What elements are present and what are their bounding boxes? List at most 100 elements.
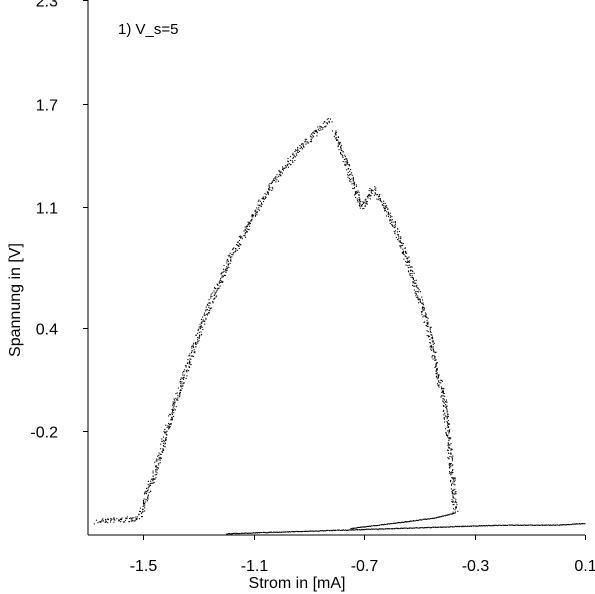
data-point — [356, 191, 358, 193]
data-point — [431, 517, 433, 519]
data-point — [441, 379, 443, 381]
data-point — [156, 460, 158, 462]
data-point — [454, 484, 456, 486]
data-point — [446, 411, 448, 413]
data-point — [224, 269, 226, 271]
data-point — [376, 525, 378, 527]
data-point — [277, 531, 279, 533]
data-point — [253, 532, 255, 534]
data-point — [429, 331, 431, 333]
data-point — [148, 486, 150, 488]
data-point — [335, 530, 337, 532]
data-point — [435, 363, 437, 365]
data-point — [344, 156, 346, 158]
data-point — [239, 235, 241, 237]
data-point — [194, 351, 196, 353]
data-point — [379, 198, 381, 200]
data-point — [388, 214, 390, 216]
data-point — [352, 176, 354, 178]
data-point — [311, 530, 313, 532]
data-point — [555, 524, 557, 526]
data-point — [237, 533, 239, 535]
data-point — [430, 332, 432, 334]
data-point — [336, 140, 338, 142]
data-point — [131, 518, 133, 520]
data-point — [269, 187, 271, 189]
data-point — [448, 452, 450, 454]
data-point — [446, 405, 448, 407]
data-point — [150, 478, 152, 480]
data-point — [152, 480, 154, 482]
data-point — [198, 331, 200, 333]
data-point — [495, 524, 497, 526]
data-point — [449, 463, 451, 465]
data-point — [168, 422, 170, 424]
data-point — [370, 189, 372, 191]
data-point — [488, 524, 490, 526]
data-point — [416, 296, 418, 298]
data-point — [167, 425, 169, 427]
data-point — [313, 130, 315, 132]
data-point — [562, 524, 564, 526]
data-point — [378, 195, 380, 197]
data-point — [451, 526, 453, 528]
data-point — [447, 446, 449, 448]
data-point — [181, 383, 183, 385]
data-point — [385, 528, 387, 530]
data-point — [430, 345, 432, 347]
data-point — [101, 519, 103, 521]
data-point — [346, 158, 348, 160]
data-point — [162, 448, 164, 450]
data-point — [139, 510, 141, 512]
data-point — [454, 488, 456, 490]
data-point — [334, 529, 336, 531]
data-point — [183, 383, 185, 385]
data-point — [197, 341, 199, 343]
data-point — [147, 495, 149, 497]
data-point — [424, 315, 426, 317]
data-point — [391, 216, 393, 218]
data-point — [323, 530, 325, 532]
data-point — [148, 491, 150, 493]
data-point — [370, 195, 372, 197]
data-point — [264, 197, 266, 199]
data-point — [340, 153, 342, 155]
data-point — [445, 526, 447, 528]
data-point — [360, 205, 362, 207]
data-point — [191, 355, 193, 357]
data-point — [450, 448, 452, 450]
data-point — [378, 528, 380, 530]
data-point — [367, 525, 369, 527]
data-point — [161, 438, 163, 440]
data-point — [276, 531, 278, 533]
data-point — [155, 469, 157, 471]
data-point — [391, 528, 393, 530]
data-point — [238, 240, 240, 242]
data-point — [174, 409, 176, 411]
data-point — [143, 502, 145, 504]
data-point — [468, 525, 470, 527]
data-point — [550, 524, 552, 526]
data-point — [561, 524, 563, 526]
data-point — [116, 518, 118, 520]
data-point — [147, 497, 149, 499]
data-point — [203, 312, 205, 314]
data-point — [206, 309, 208, 311]
data-point — [295, 530, 297, 532]
data-point — [360, 526, 362, 528]
data-point — [155, 460, 157, 462]
data-point — [292, 152, 294, 154]
data-point — [216, 283, 218, 285]
data-point — [550, 524, 552, 526]
data-point — [134, 520, 136, 522]
data-point — [426, 325, 428, 327]
data-point — [356, 527, 358, 529]
data-point — [416, 293, 418, 295]
data-point — [353, 183, 355, 185]
data-point — [287, 160, 289, 162]
data-point — [229, 533, 231, 535]
data-point — [278, 171, 280, 173]
data-point — [452, 526, 454, 528]
data-point — [371, 525, 373, 527]
data-point — [430, 518, 432, 520]
